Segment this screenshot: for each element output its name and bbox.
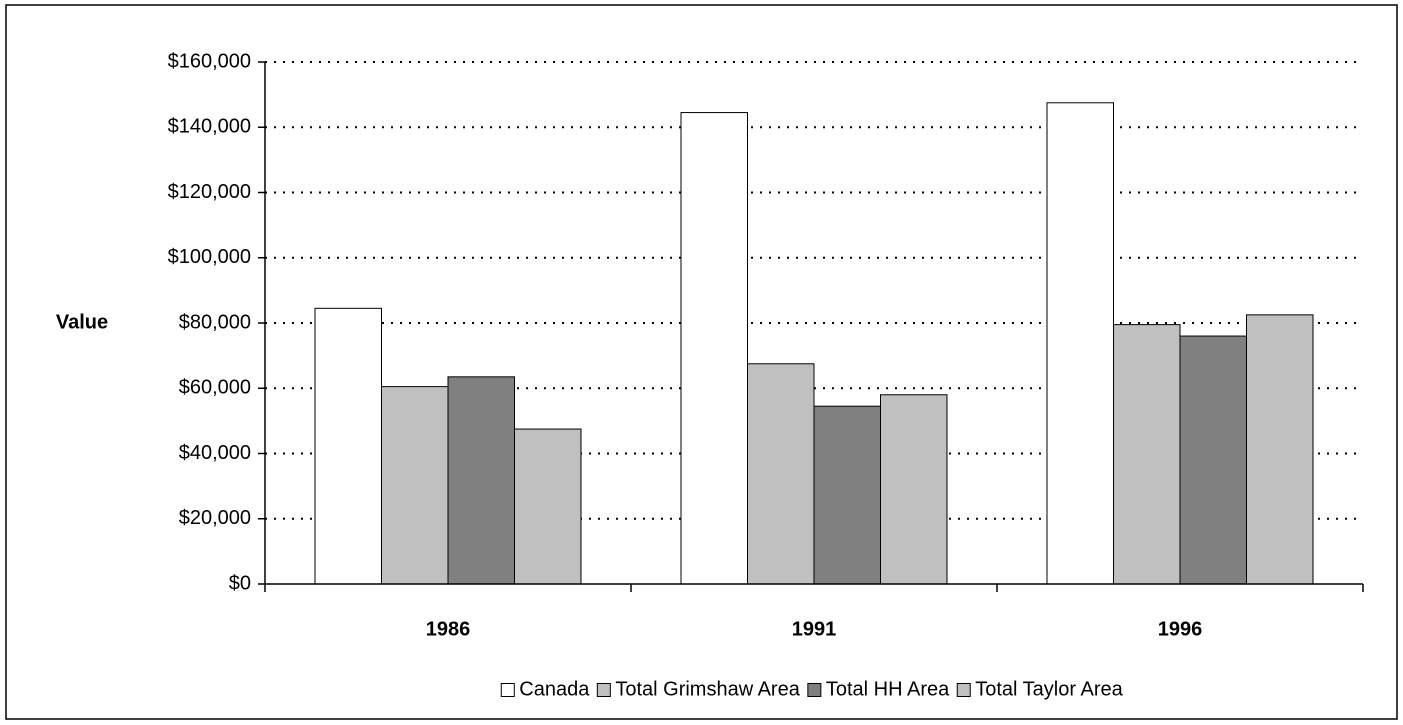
legend-label: Total HH Area (826, 678, 950, 700)
y-tick-label: $100,000 (168, 246, 251, 268)
y-tick-label: $60,000 (179, 377, 251, 399)
legend-label: Total Taylor Area (975, 678, 1123, 700)
legend-swatch (596, 683, 611, 697)
bar (447, 376, 515, 585)
y-tick-label: $0 (229, 572, 251, 594)
y-tick-label: $160,000 (168, 50, 251, 72)
y-tick-label: $140,000 (168, 116, 251, 138)
bar (514, 428, 582, 585)
y-axis-label: Value (56, 311, 108, 333)
bar (1246, 314, 1314, 585)
y-tick-label: $40,000 (179, 442, 251, 464)
x-tick-label: 1996 (1158, 618, 1203, 640)
bar (1179, 335, 1247, 585)
bar (747, 363, 815, 585)
bar (813, 405, 881, 585)
bar (880, 394, 948, 585)
bar (1113, 324, 1181, 585)
y-tick-label: $120,000 (168, 181, 251, 203)
legend-swatch (500, 683, 515, 697)
bar (680, 112, 748, 585)
legend-label: Total Grimshaw Area (615, 678, 800, 700)
x-tick-label: 1986 (426, 618, 471, 640)
bar (381, 386, 449, 585)
y-tick-label: $80,000 (179, 311, 251, 333)
y-tick-label: $20,000 (179, 507, 251, 529)
x-tick-label: 1991 (792, 618, 837, 640)
bar (314, 307, 382, 585)
bar (1046, 102, 1114, 585)
legend-swatch (956, 683, 971, 697)
legend-label: Canada (519, 678, 590, 700)
legend-swatch (807, 683, 822, 697)
